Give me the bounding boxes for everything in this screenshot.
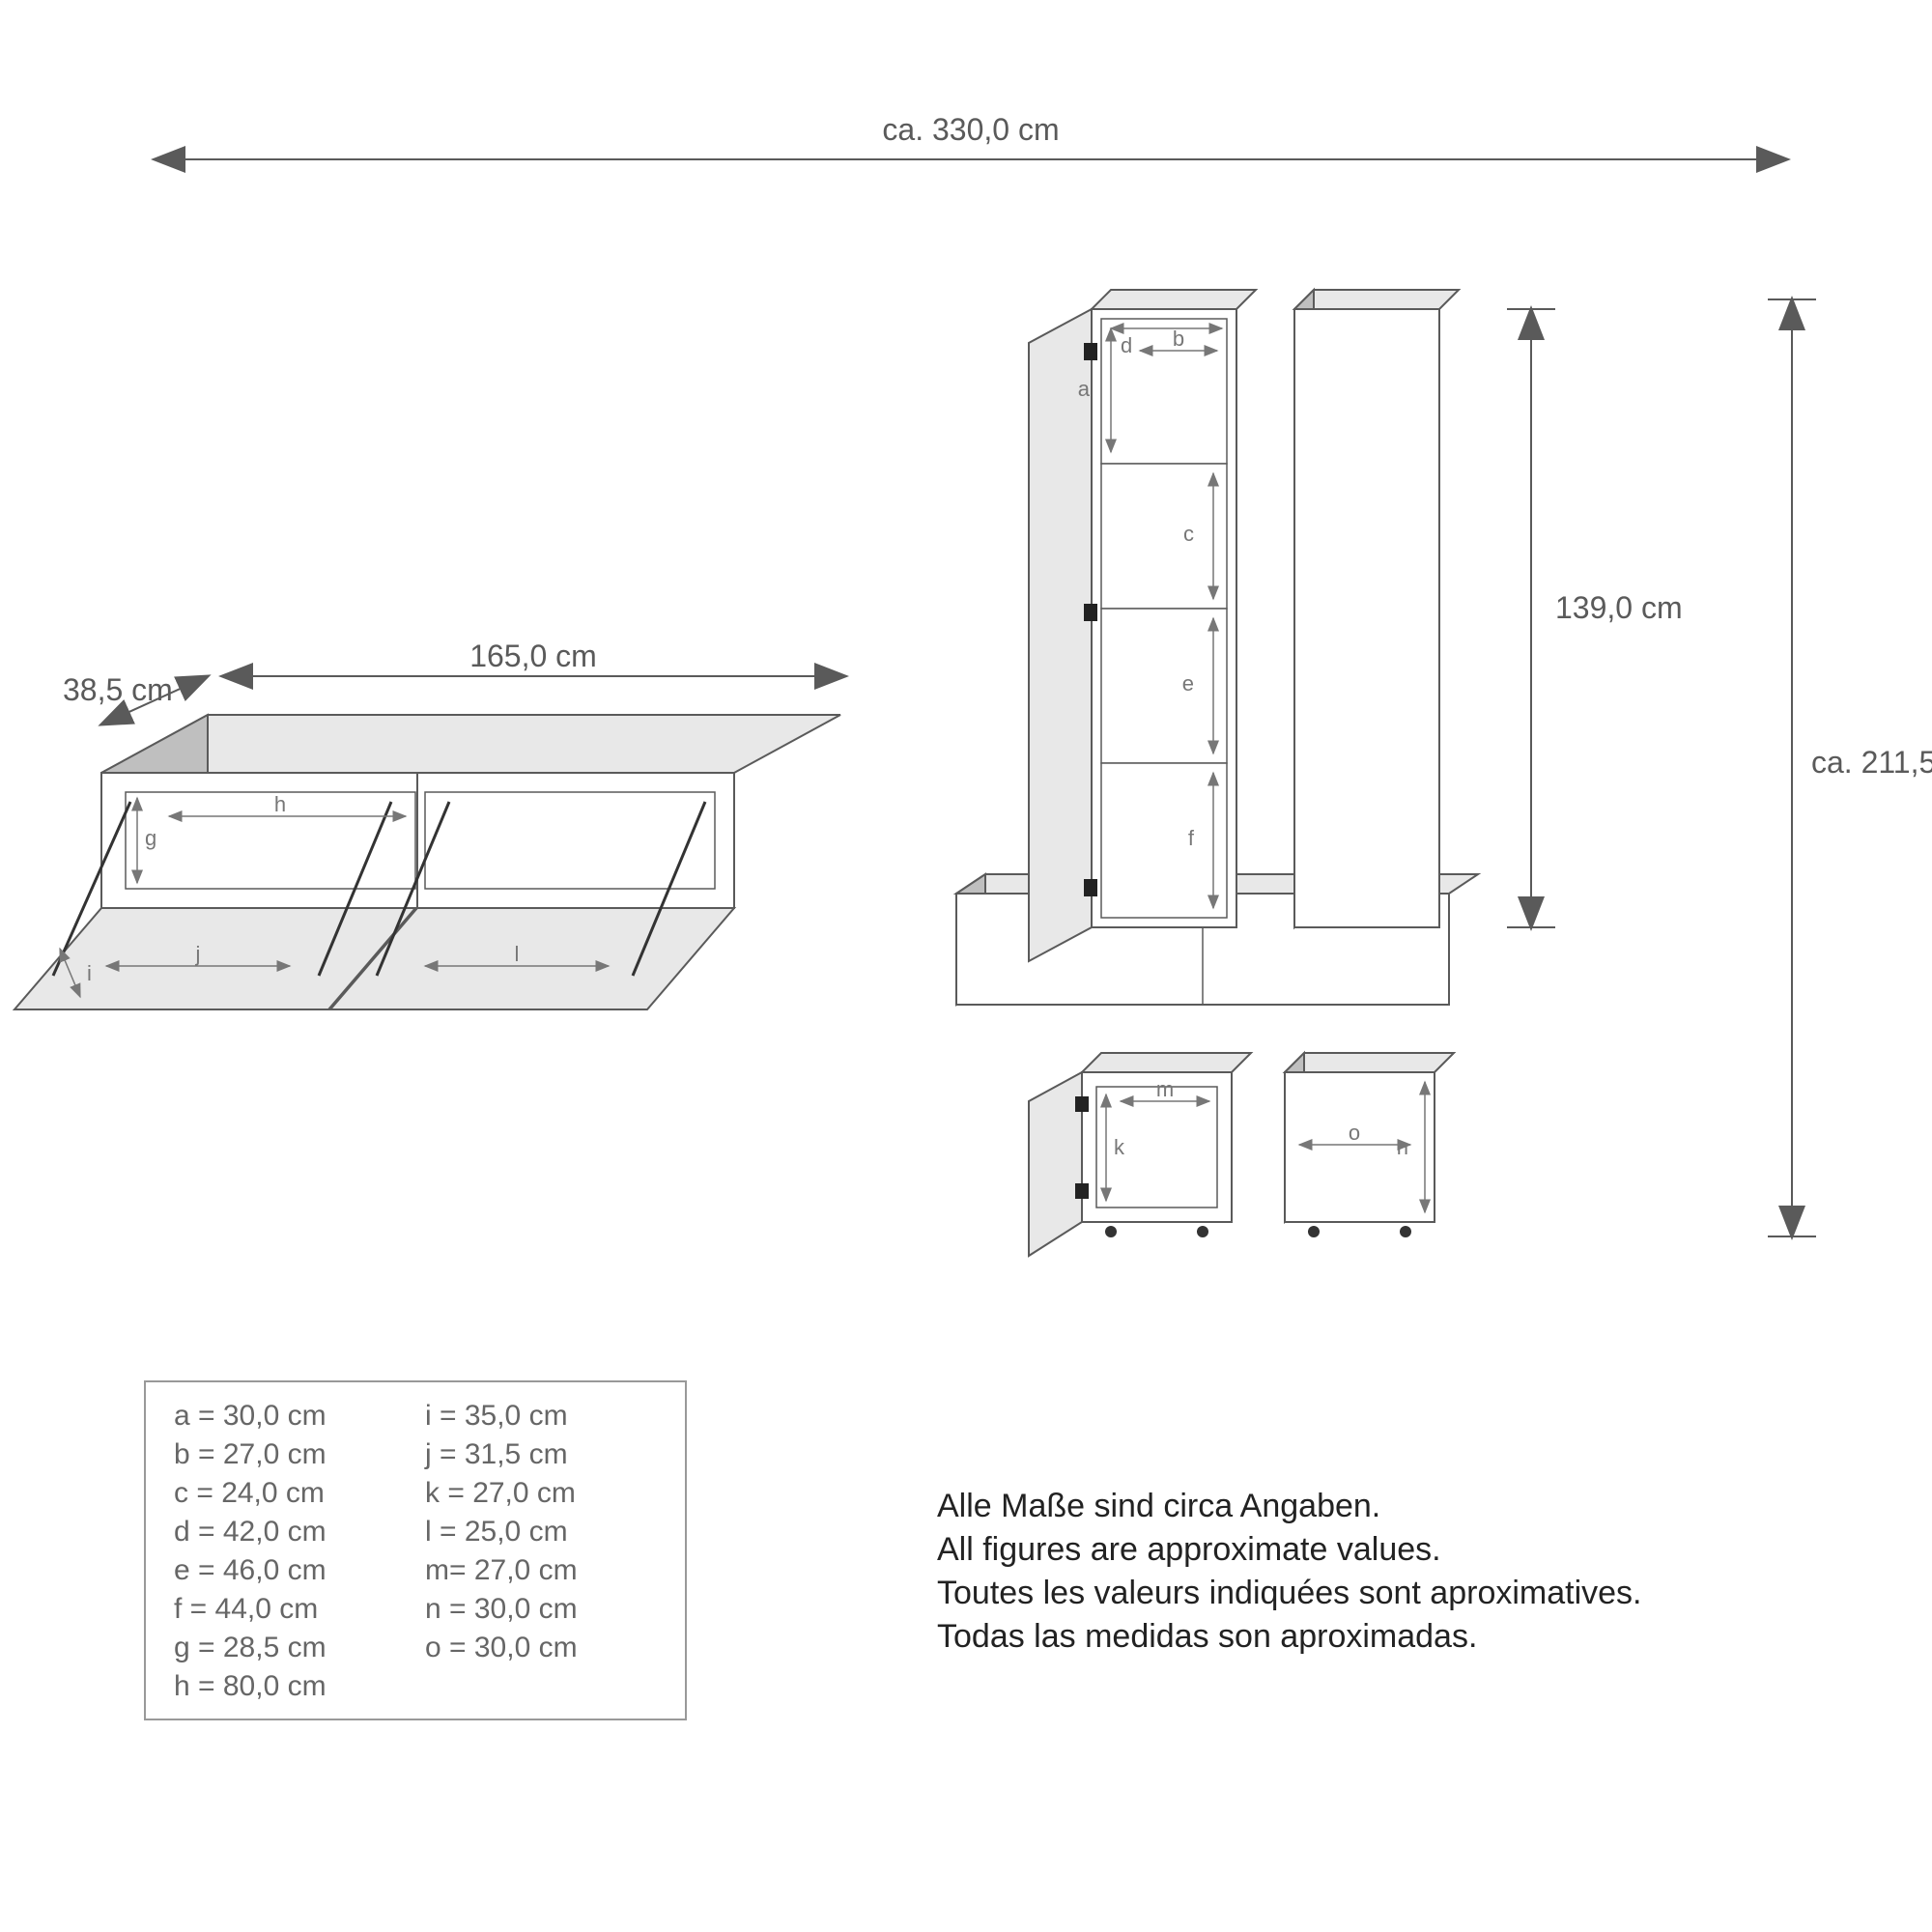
legend-box: a = 30,0 cm b = 27,0 cm c = 24,0 cm d = … [145, 1381, 686, 1719]
lbl-c: c [1183, 522, 1194, 546]
leg-g: g = 28,5 cm [174, 1632, 327, 1663]
lbl-g: g [145, 826, 156, 850]
notes: Alle Maße sind circa Angaben. All figure… [937, 1488, 1642, 1655]
lbl-k: k [1114, 1135, 1125, 1159]
dim-lowboard-width: 165,0 cm [222, 639, 845, 676]
leg-k: k = 27,0 cm [425, 1477, 576, 1509]
cube-open: k m [1029, 1053, 1251, 1256]
lbl-j: j [195, 942, 201, 966]
lbl-b: b [1173, 327, 1184, 351]
label-lowboard-depth: 38,5 cm [63, 672, 173, 707]
lbl-o: o [1349, 1121, 1360, 1145]
leg-n: n = 30,0 cm [425, 1593, 578, 1625]
tall-cabinet-closed [1294, 290, 1459, 927]
lbl-n: n [1397, 1135, 1408, 1159]
leg-c: c = 24,0 cm [174, 1477, 325, 1509]
note-en: All figures are approximate values. [937, 1531, 1441, 1568]
cube-closed: n o [1285, 1053, 1454, 1237]
lbl-i: i [87, 961, 92, 985]
lbl-h: h [274, 792, 286, 816]
note-de: Alle Maße sind circa Angaben. [937, 1488, 1380, 1524]
label-overall-width: ca. 330,0 cm [882, 112, 1059, 147]
lbl-l: l [515, 942, 520, 966]
label-overall-height: ca. 211,5 cm [1811, 745, 1932, 780]
leg-e: e = 46,0 cm [174, 1554, 327, 1586]
leg-o: o = 30,0 cm [425, 1632, 578, 1663]
leg-i: i = 35,0 cm [425, 1400, 568, 1432]
lbl-d: d [1121, 333, 1132, 357]
lbl-e: e [1182, 671, 1194, 696]
label-lowboard-width: 165,0 cm [469, 639, 597, 673]
dim-lowboard-depth: 38,5 cm [63, 672, 208, 724]
dim-tall-height: 139,0 cm [1507, 309, 1683, 927]
leg-m: m= 27,0 cm [425, 1554, 578, 1586]
leg-a: a = 30,0 cm [174, 1400, 327, 1432]
note-fr: Toutes les valeurs indiquées sont aproxi… [937, 1575, 1642, 1611]
lbl-m: m [1156, 1077, 1174, 1101]
note-es: Todas las medidas son aproximadas. [937, 1618, 1477, 1655]
lbl-a: a [1078, 377, 1091, 401]
lowboard-left: 38,5 cm 165,0 cm g h [14, 639, 845, 1009]
tall-cabinet-open: a d b c e f [1029, 290, 1256, 961]
label-tall-height: 139,0 cm [1555, 590, 1683, 625]
lbl-f: f [1188, 826, 1195, 850]
leg-l: l = 25,0 cm [425, 1516, 568, 1548]
leg-j: j = 31,5 cm [424, 1438, 568, 1470]
leg-d: d = 42,0 cm [174, 1516, 327, 1548]
leg-b: b = 27,0 cm [174, 1438, 327, 1470]
dim-overall-height: ca. 211,5 cm [1768, 299, 1932, 1236]
dim-overall-width: ca. 330,0 cm [155, 112, 1787, 159]
leg-h: h = 80,0 cm [174, 1670, 327, 1702]
leg-f: f = 44,0 cm [174, 1593, 318, 1625]
